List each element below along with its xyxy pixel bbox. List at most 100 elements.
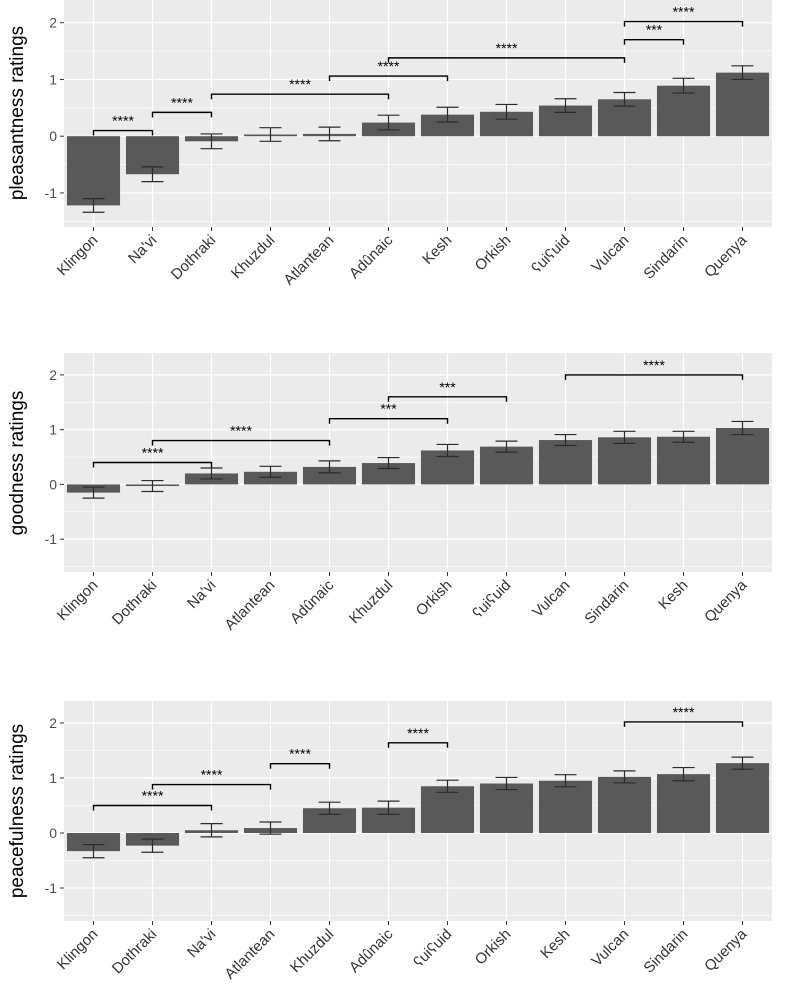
significance-label: **** <box>378 58 400 74</box>
error-bar <box>731 756 754 770</box>
error-bar <box>731 65 754 81</box>
x-tick-label: ʕuiʕuid <box>469 577 514 622</box>
significance-bracket: *** <box>328 401 449 424</box>
x-tick-label: Quenya <box>701 925 751 975</box>
x-tick-label: Sindarin <box>581 577 632 628</box>
significance-bracket: **** <box>151 423 331 446</box>
significance-label: **** <box>201 767 223 783</box>
bracket-line <box>623 20 744 27</box>
bracket-line <box>387 742 449 748</box>
x-tick-label: Dothraki <box>109 577 161 629</box>
y-tick-label: 2 <box>49 15 57 31</box>
x-tick-label: Quenya <box>701 576 751 626</box>
error-bar <box>318 801 341 815</box>
bar-Quenya <box>715 763 770 833</box>
error-bar <box>613 770 636 784</box>
y-tick-label: 1 <box>49 71 57 87</box>
error-bar <box>141 166 164 183</box>
bracket-line <box>210 93 390 100</box>
x-tick-label: Adûnaic <box>287 576 338 627</box>
significance-label: *** <box>439 379 456 395</box>
error-bar <box>82 486 105 499</box>
x-tick-label: Sindarin <box>640 232 691 283</box>
bar-Atlantean <box>243 471 298 485</box>
significance-label: *** <box>380 401 397 417</box>
significance-label: **** <box>142 788 164 804</box>
bracket-line <box>92 461 213 468</box>
error-bar <box>495 103 518 120</box>
significance-bracket: **** <box>623 4 744 27</box>
x-tick-label: Atlantean <box>280 232 337 289</box>
bar-Sindarin <box>597 437 652 485</box>
x-tick-label: Atlantean <box>221 577 278 634</box>
x-tick-label: Vulcan <box>529 577 573 621</box>
bar-Kesh <box>656 436 711 485</box>
x-tick-label: Quenya <box>701 231 751 281</box>
error-bar <box>259 465 282 478</box>
x-tick-label: Vulcan <box>588 926 632 970</box>
x-tick-label: Orkish <box>413 577 456 620</box>
y-tick-label: -1 <box>45 185 58 201</box>
bar-Klingon <box>66 136 121 206</box>
error-bar <box>495 776 518 791</box>
x-tick-label: Kesh <box>655 577 691 613</box>
bar-Sindarin <box>656 85 711 137</box>
bracket-line <box>92 129 154 136</box>
significance-label: **** <box>673 704 695 720</box>
x-tick-label: Adûnaic <box>346 231 397 282</box>
x-tick-label: Atlantean <box>221 926 278 983</box>
plot-background <box>64 0 772 227</box>
error-bar <box>495 440 518 453</box>
significance-bracket: **** <box>387 40 626 63</box>
significance-bracket: **** <box>623 704 744 727</box>
error-bar <box>377 456 400 470</box>
bracket-line <box>623 721 744 727</box>
bracket-line <box>151 783 272 790</box>
error-bar <box>554 774 577 788</box>
x-tick-label: ʕuiʕuid <box>528 232 573 277</box>
bracket-line <box>269 763 331 769</box>
bar-Vulcan <box>538 440 593 485</box>
y-tick-label: 0 <box>49 476 57 492</box>
error-bar <box>672 430 695 443</box>
error-bar <box>613 91 636 107</box>
bracket-line <box>387 57 626 63</box>
error-bar <box>82 198 105 213</box>
bar-Quenya <box>715 428 770 485</box>
significance-bracket: **** <box>151 94 213 118</box>
bracket-line <box>564 374 744 380</box>
x-tick-label: Kesh <box>419 232 455 268</box>
y-tick-label: 0 <box>49 825 57 841</box>
x-tick-label: Vulcan <box>588 232 632 276</box>
y-tick-label: 2 <box>49 367 57 383</box>
error-bar <box>82 843 105 859</box>
bracket-line <box>387 396 508 402</box>
y-axis-label: peacefulness ratings <box>7 724 28 898</box>
bracket-line <box>623 39 685 45</box>
bar-Kesh <box>538 780 593 833</box>
error-bar <box>672 77 695 94</box>
x-tick-label: Dothraki <box>109 926 161 978</box>
significance-label: **** <box>230 423 252 439</box>
bracket-line <box>328 75 449 82</box>
error-bar <box>200 823 223 838</box>
bar-Vulcan <box>597 776 652 833</box>
significance-bracket: **** <box>269 746 331 769</box>
y-axis-label: pleasantness ratings <box>7 26 28 200</box>
significance-bracket: **** <box>92 113 154 136</box>
significance-label: **** <box>142 445 164 461</box>
chart-panel-3: -1 0 1 2 peacefulness ratings **** **** **** ***… <box>7 701 772 983</box>
x-tick-label: Na'vi <box>184 577 219 612</box>
error-bar <box>613 430 636 444</box>
significance-label: **** <box>112 113 134 129</box>
error-bar <box>377 800 400 815</box>
error-bar <box>436 443 459 458</box>
x-tick-label: Klingon <box>54 926 101 973</box>
bar-Orkish <box>479 783 534 833</box>
significance-bracket: **** <box>92 788 213 811</box>
bar-Quenya <box>715 72 770 137</box>
x-tick-label: Khuzdul <box>346 577 396 627</box>
